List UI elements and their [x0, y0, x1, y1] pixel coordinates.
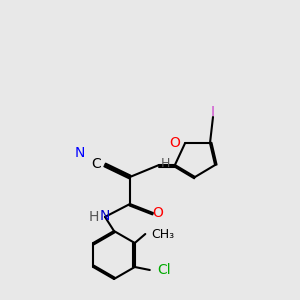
Text: H: H: [160, 157, 170, 170]
Text: N: N: [74, 146, 85, 160]
Text: H: H: [88, 210, 99, 224]
Text: O: O: [152, 206, 163, 220]
Text: Cl: Cl: [157, 263, 171, 277]
Text: CH₃: CH₃: [151, 227, 174, 241]
Text: I: I: [211, 106, 215, 119]
Text: N: N: [100, 209, 110, 223]
Text: O: O: [170, 136, 181, 150]
Text: C: C: [92, 158, 101, 171]
